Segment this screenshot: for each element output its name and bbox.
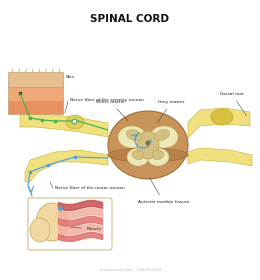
Polygon shape — [188, 108, 250, 138]
Ellipse shape — [30, 218, 50, 242]
Ellipse shape — [150, 126, 178, 148]
Text: Nerve fiber of the motor neuron: Nerve fiber of the motor neuron — [55, 186, 125, 190]
Ellipse shape — [152, 150, 164, 160]
Ellipse shape — [66, 115, 84, 129]
Text: Grey matter: Grey matter — [158, 100, 185, 123]
Polygon shape — [188, 148, 252, 166]
Ellipse shape — [127, 148, 149, 166]
Ellipse shape — [146, 141, 150, 145]
Text: Nerve fiber of the sensory neuron: Nerve fiber of the sensory neuron — [70, 98, 144, 102]
Ellipse shape — [118, 126, 146, 148]
Text: shutterstock.com · 1430561831: shutterstock.com · 1430561831 — [99, 268, 161, 272]
Polygon shape — [20, 113, 108, 137]
Text: Muscle: Muscle — [70, 227, 102, 231]
Ellipse shape — [132, 150, 144, 160]
Text: SPINAL CORD: SPINAL CORD — [90, 14, 170, 24]
Ellipse shape — [36, 203, 68, 241]
Bar — [8, 72, 63, 87]
Text: White matter: White matter — [96, 100, 128, 121]
Polygon shape — [25, 150, 108, 182]
Bar — [8, 101, 63, 114]
Ellipse shape — [154, 130, 170, 141]
Ellipse shape — [137, 131, 159, 159]
Ellipse shape — [211, 109, 233, 125]
Ellipse shape — [126, 130, 142, 141]
Bar — [8, 87, 63, 101]
Text: Dorsal root: Dorsal root — [220, 92, 246, 116]
Ellipse shape — [108, 111, 188, 179]
Text: Anterior median fissure: Anterior median fissure — [138, 178, 189, 204]
Ellipse shape — [108, 148, 188, 162]
Text: Skin: Skin — [44, 75, 75, 79]
Ellipse shape — [147, 148, 169, 166]
